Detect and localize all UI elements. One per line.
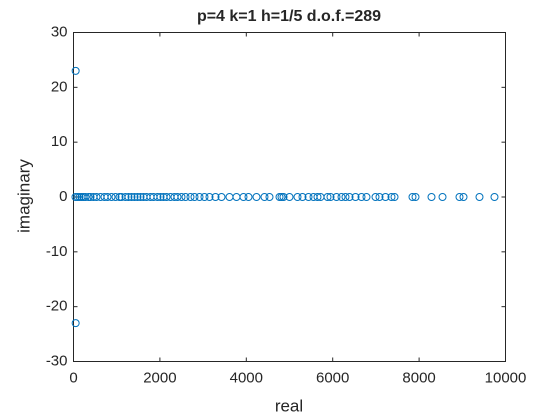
point [362,193,371,201]
point [323,193,332,201]
y-tick-label: 30 [51,23,68,40]
y-axis-label: imaginary [14,159,33,233]
x-tick-label: 0 [69,369,77,386]
point [86,193,95,201]
point [337,193,346,201]
point [459,193,468,201]
point [124,193,133,201]
point [71,319,80,328]
point [252,193,261,201]
point [217,193,226,201]
y-tick-label: -30 [46,352,68,369]
point [387,193,396,201]
point [345,193,354,201]
point [375,193,384,201]
point [332,193,341,201]
x-tick-label: 4000 [230,369,263,386]
point [127,193,136,201]
point [244,193,253,201]
point [71,193,80,201]
point [111,193,120,201]
point [181,193,190,201]
point [313,193,322,201]
point [136,193,145,201]
point [490,193,499,201]
point [408,193,417,201]
point [239,193,248,201]
y-tick-label: -10 [46,243,68,260]
point [357,193,366,201]
point [195,193,204,201]
point [84,193,93,201]
point [475,193,484,201]
point [173,193,182,201]
point [103,193,112,201]
x-axis-label: real [275,396,303,415]
point [162,193,171,201]
point [92,193,101,201]
point [275,193,284,201]
y-tick-label: 10 [51,133,68,150]
point [115,193,124,201]
x-tick-label: 6000 [316,369,349,386]
point [190,193,199,201]
point [351,193,360,201]
point [298,193,307,201]
chart-title: p=4 k=1 h=1/5 d.o.f.=289 [197,8,381,25]
point [341,193,350,201]
point [381,193,390,201]
point [260,193,269,201]
point [265,193,274,201]
point [326,193,335,201]
point [186,193,195,201]
point [279,193,288,201]
point [177,193,186,201]
point [427,193,436,201]
point [390,193,399,201]
x-tick-label: 8000 [402,369,435,386]
x-tick-label: 10000 [485,369,527,386]
point [411,193,420,201]
point [438,193,447,201]
point [107,193,116,201]
point [371,193,380,201]
point [121,193,130,201]
point [277,193,286,201]
point [293,193,302,201]
y-tick-label: 20 [51,78,68,95]
point [211,193,220,201]
point [133,193,142,201]
point [304,193,313,201]
point [75,193,84,201]
point [200,193,209,201]
point [73,193,82,201]
point [285,193,294,201]
y-tick-label: -20 [46,298,68,315]
point [205,193,214,201]
point [130,193,139,201]
x-tick-label: 2000 [143,369,176,386]
point [455,193,464,201]
point [153,193,162,201]
point [71,66,80,75]
point [81,193,90,201]
y-tick-label: 0 [59,188,67,205]
point [156,193,165,201]
